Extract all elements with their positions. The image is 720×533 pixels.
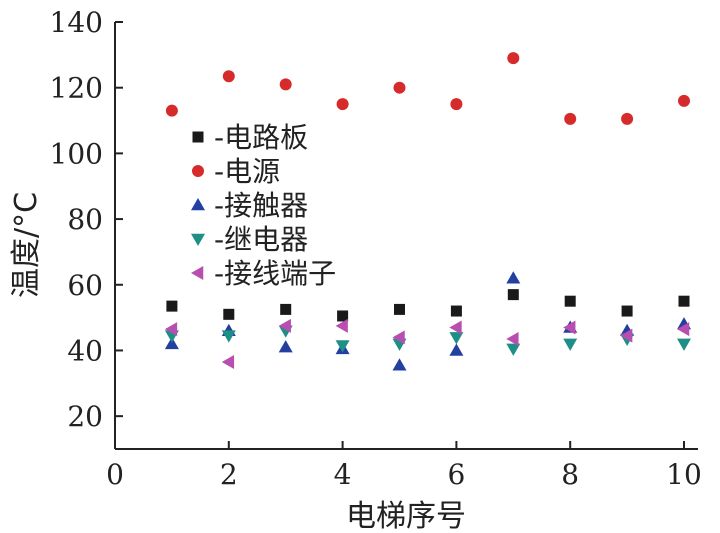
data-point — [278, 318, 291, 333]
series-4 — [164, 318, 690, 369]
data-point — [280, 303, 292, 315]
data-point — [393, 81, 406, 94]
data-point — [450, 305, 462, 317]
data-point — [223, 308, 235, 320]
y-tick-label: 120 — [50, 72, 103, 105]
y-tick-label: 100 — [50, 137, 103, 170]
x-tick-label: 2 — [220, 458, 238, 491]
axes — [114, 22, 698, 450]
data-point — [279, 78, 292, 91]
data-point — [164, 322, 178, 337]
data-point — [278, 340, 293, 353]
y-tick-label: 60 — [67, 269, 103, 302]
ticks: 0 2 4 6 8 10 20 40 60 80 100 120 140 — [50, 6, 702, 491]
legend-label: -继电器 — [214, 223, 308, 256]
legend-label: -接线端子 — [214, 257, 336, 290]
data-point — [392, 358, 407, 371]
data-point — [563, 338, 578, 351]
data-point — [221, 354, 235, 369]
legend-marker — [191, 266, 204, 280]
data-point — [507, 289, 519, 301]
data-point — [677, 338, 691, 351]
data-point — [621, 112, 634, 125]
y-tick-label: 40 — [67, 334, 103, 367]
data-point — [335, 340, 350, 353]
data-point — [563, 320, 576, 335]
legend-marker — [192, 131, 204, 143]
legend-label: -接触器 — [214, 189, 308, 222]
data-point — [394, 303, 405, 315]
data-point — [449, 343, 464, 356]
data-point — [392, 330, 405, 345]
x-tick-label: 8 — [561, 458, 579, 491]
data-marks — [164, 52, 691, 371]
data-point — [337, 310, 349, 322]
data-point — [336, 98, 349, 111]
data-point — [166, 300, 178, 312]
data-point — [564, 295, 576, 307]
x-axis-title: 电梯序号 — [346, 499, 466, 533]
data-point — [677, 322, 690, 337]
data-point — [164, 336, 179, 350]
legend-label: -电路板 — [214, 121, 308, 154]
data-point — [678, 295, 690, 307]
y-tick-label: 80 — [67, 203, 103, 236]
x-tick-label: 4 — [334, 458, 352, 491]
x-tick-label: 0 — [106, 458, 124, 491]
data-point — [506, 343, 521, 356]
legend-marker — [191, 233, 205, 246]
data-point — [621, 305, 633, 317]
x-tick-label: 6 — [447, 458, 465, 491]
data-point — [449, 332, 464, 345]
data-point — [506, 271, 521, 284]
legend-label: -电源 — [214, 155, 280, 188]
data-point — [564, 112, 577, 125]
y-tick-label: 20 — [67, 400, 103, 433]
legend-marker — [192, 165, 204, 177]
data-point — [221, 330, 236, 343]
data-point — [506, 331, 519, 346]
data-point — [165, 104, 178, 117]
data-point — [335, 318, 348, 333]
series-0 — [166, 289, 690, 322]
data-point — [620, 328, 633, 343]
series-1 — [165, 52, 690, 125]
legend: -电路板-电源-接触器-继电器-接线端子 — [191, 121, 336, 290]
y-axis-title: 温度/°C — [9, 192, 44, 298]
x-tick-label: 10 — [666, 458, 702, 491]
data-point — [222, 70, 235, 83]
y-tick-label: 140 — [50, 6, 103, 39]
data-point — [450, 98, 463, 111]
data-point — [678, 94, 690, 107]
data-point — [449, 320, 462, 335]
legend-marker — [191, 198, 205, 211]
series-3 — [164, 325, 691, 356]
data-point — [507, 52, 520, 65]
